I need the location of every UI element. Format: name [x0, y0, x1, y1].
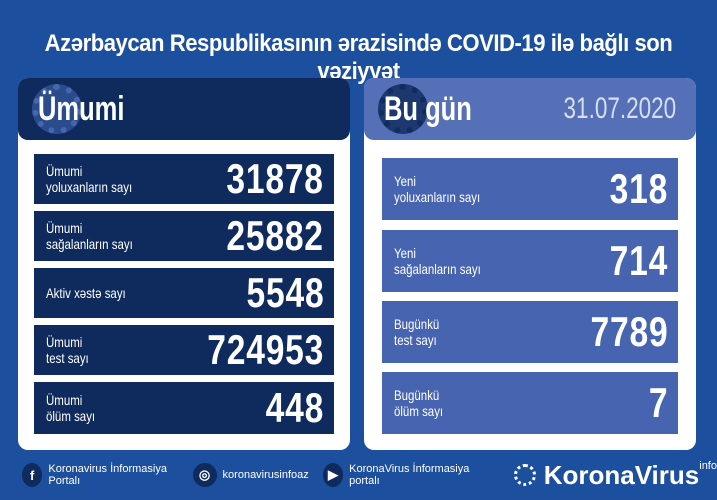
- stat-value: 724953: [207, 326, 324, 373]
- facebook-link[interactable]: f Koronavirus İnformasiya Portalı: [22, 463, 179, 487]
- total-header: Ümumi: [18, 78, 350, 140]
- instagram-icon: ◎: [192, 463, 217, 487]
- instagram-label: koronavirusinfoaz: [222, 469, 309, 481]
- stat-row: Ümumi yoluxanların sayı 31878: [34, 154, 334, 204]
- stat-row: Ümumi sağalanların sayı 25882: [34, 211, 334, 261]
- stat-row: Aktiv xəstə sayı 5548: [34, 268, 334, 318]
- virus-icon: [378, 84, 428, 134]
- stat-value: 25882: [226, 212, 324, 259]
- stat-row: Yeni sağalanların sayı 714: [382, 230, 678, 292]
- stat-value: 448: [265, 384, 324, 431]
- stat-label: Yeni sağalanların sayı: [394, 245, 481, 277]
- today-header: Bu gün 31.07.2020: [364, 78, 696, 140]
- stat-label: Ümumi sağalanların sayı: [46, 220, 133, 252]
- stat-value: 714: [609, 237, 668, 284]
- stat-value: 7789: [590, 308, 668, 355]
- stat-label: Ümumi ölüm sayı: [46, 392, 96, 424]
- youtube-link[interactable]: ▶ KoronaVirus İnformasiya portalı: [322, 463, 480, 487]
- facebook-icon: f: [22, 463, 43, 487]
- stat-label: Bugünkü ölüm sayı: [394, 387, 444, 419]
- sun-icon: [513, 464, 536, 486]
- stat-value: 5548: [246, 269, 324, 316]
- footer: f Koronavirus İnformasiya Portalı ◎ korona…: [0, 455, 717, 495]
- virus-icon: [32, 84, 82, 134]
- stat-row: Bugünkü ölüm sayı 7: [382, 372, 678, 434]
- total-heading: Ümumi: [38, 89, 125, 128]
- instagram-link[interactable]: ◎ koronavirusinfoaz: [192, 463, 309, 487]
- logo-text: KoronaVirus: [543, 459, 700, 490]
- stat-label: Yeni yoluxanların sayı: [394, 173, 481, 205]
- stat-label: Bugünkü test sayı: [394, 316, 440, 348]
- youtube-icon: ▶: [322, 463, 344, 487]
- today-heading: Bu gün: [384, 89, 472, 128]
- facebook-label: Koronavirus İnformasiya Portalı: [48, 463, 167, 487]
- stat-label: Ümumi test sayı: [46, 334, 89, 366]
- stat-value: 7: [648, 379, 668, 426]
- logo-sup: info: [699, 459, 717, 472]
- youtube-label: KoronaVirus İnformasiya portalı: [349, 463, 470, 487]
- stat-row: Ümumi test sayı 724953: [34, 325, 334, 375]
- stat-row: Ümumi ölüm sayı 448: [34, 382, 334, 434]
- page-title: Azərbaycan Respublikasının ərazisində CO…: [44, 30, 673, 85]
- date: 31.07.2020: [563, 92, 676, 125]
- stat-value: 318: [609, 165, 668, 212]
- stat-row: Bugünkü test sayı 7789: [382, 301, 678, 363]
- today-panel: Bu gün 31.07.2020 Yeni yoluxanların sayı…: [364, 78, 696, 450]
- total-panel: Ümumi Ümumi yoluxanların sayı 31878 Ümumi…: [18, 78, 350, 450]
- stat-label: Aktiv xəstə sayı: [46, 285, 126, 301]
- stat-value: 31878: [226, 155, 324, 202]
- stat-label: Ümumi yoluxanların sayı: [46, 163, 133, 195]
- stat-row: Yeni yoluxanların sayı 318: [382, 158, 678, 220]
- koronavirus-logo: KoronaVirus info: [513, 459, 717, 491]
